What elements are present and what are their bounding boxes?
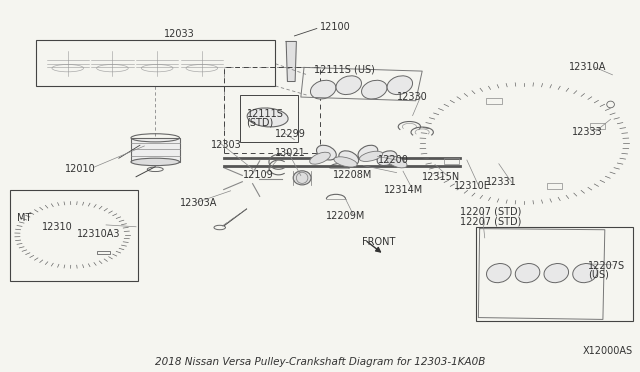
Text: 12100: 12100	[320, 22, 351, 32]
Text: (STD): (STD)	[246, 118, 274, 128]
Ellipse shape	[573, 263, 597, 283]
Ellipse shape	[486, 263, 511, 283]
Text: 12109: 12109	[243, 170, 274, 180]
Text: 12310A: 12310A	[569, 62, 607, 73]
Text: MT: MT	[17, 212, 31, 222]
Text: 12010: 12010	[65, 164, 95, 174]
Text: 13021: 13021	[275, 148, 306, 158]
Text: FRONT: FRONT	[362, 237, 395, 247]
Bar	[486, 98, 502, 104]
Bar	[547, 183, 563, 189]
Bar	[131, 138, 179, 162]
Text: 2018 Nissan Versa Pulley-Crankshaft Diagram for 12303-1KA0B: 2018 Nissan Versa Pulley-Crankshaft Diag…	[155, 357, 485, 367]
Text: 12330: 12330	[397, 92, 428, 102]
Text: 12310: 12310	[42, 222, 73, 232]
Ellipse shape	[293, 171, 311, 185]
Bar	[10, 190, 138, 280]
Text: 12314M: 12314M	[384, 185, 423, 195]
Ellipse shape	[334, 157, 357, 167]
Ellipse shape	[310, 80, 336, 99]
Bar	[240, 95, 298, 141]
Text: 12303A: 12303A	[179, 198, 217, 208]
Text: 12111S (US): 12111S (US)	[314, 64, 374, 74]
Text: 12207S: 12207S	[588, 261, 625, 271]
Ellipse shape	[360, 151, 383, 161]
Ellipse shape	[310, 152, 330, 164]
Polygon shape	[286, 41, 296, 81]
Text: 12333: 12333	[572, 127, 603, 137]
Text: 12331: 12331	[486, 177, 516, 187]
Ellipse shape	[362, 80, 387, 99]
Text: 12207 (STD): 12207 (STD)	[461, 207, 522, 217]
Bar	[36, 39, 275, 86]
Text: 12310A3: 12310A3	[77, 229, 121, 239]
Text: 12208M: 12208M	[333, 170, 372, 180]
Text: 12299: 12299	[275, 129, 306, 139]
Bar	[476, 227, 633, 321]
Text: 12315N: 12315N	[422, 172, 460, 182]
Text: 12111S: 12111S	[246, 109, 284, 119]
Text: 12207 (STD): 12207 (STD)	[461, 216, 522, 226]
Text: 12200: 12200	[378, 155, 408, 165]
Ellipse shape	[544, 263, 568, 283]
Ellipse shape	[247, 108, 288, 127]
Ellipse shape	[387, 76, 413, 94]
Ellipse shape	[358, 145, 378, 160]
Text: 12033: 12033	[164, 29, 195, 39]
Bar	[224, 67, 320, 153]
Ellipse shape	[515, 263, 540, 283]
Bar	[444, 158, 459, 164]
Text: 12303: 12303	[211, 140, 242, 150]
Ellipse shape	[336, 76, 362, 94]
Ellipse shape	[317, 145, 336, 160]
Bar	[97, 250, 110, 254]
Text: 12310E: 12310E	[454, 181, 491, 191]
Ellipse shape	[377, 151, 397, 166]
Text: (US): (US)	[588, 270, 609, 280]
Bar	[590, 123, 605, 129]
Ellipse shape	[339, 151, 358, 166]
Text: 12209M: 12209M	[326, 211, 366, 221]
Ellipse shape	[387, 156, 407, 168]
Text: X12000AS: X12000AS	[583, 346, 633, 356]
Ellipse shape	[131, 158, 179, 166]
